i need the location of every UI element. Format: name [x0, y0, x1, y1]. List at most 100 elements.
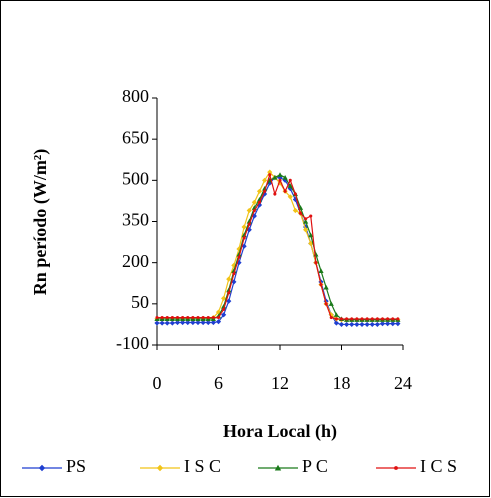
y-axis-label: Rn período (W/m²): [30, 149, 51, 295]
point: [164, 320, 170, 326]
legend-label: I C S: [420, 456, 457, 476]
point: [344, 321, 350, 328]
legend-marker: [394, 466, 398, 470]
point: [247, 222, 251, 226]
y-tick-label: 500: [122, 168, 149, 188]
y-tick-label: 650: [122, 127, 149, 147]
point: [196, 315, 200, 320]
point: [206, 315, 210, 320]
point: [268, 173, 272, 177]
point: [277, 172, 283, 177]
point: [354, 321, 360, 328]
x-tick-label: 18: [333, 373, 351, 393]
point: [237, 255, 241, 259]
point: [263, 189, 267, 193]
point: [298, 211, 303, 215]
point: [201, 315, 205, 320]
x-tick-label: 24: [394, 373, 412, 393]
point: [309, 214, 313, 218]
point: [375, 317, 379, 321]
legend-marker: [274, 464, 282, 471]
point: [232, 272, 236, 276]
point: [236, 251, 242, 257]
point: [293, 192, 297, 196]
point: [241, 224, 247, 230]
x-tick-label: 6: [214, 373, 223, 393]
point: [226, 276, 232, 282]
point: [386, 317, 390, 321]
point: [395, 320, 401, 327]
point: [169, 320, 175, 326]
point: [349, 321, 355, 328]
point: [314, 261, 318, 265]
point: [222, 307, 226, 311]
point: [360, 317, 364, 321]
point: [369, 321, 375, 328]
point: [391, 317, 395, 321]
y-tick-label: -100: [116, 333, 149, 353]
point: [180, 319, 186, 326]
point: [374, 321, 380, 328]
point: [216, 315, 221, 320]
point: [221, 312, 227, 318]
point: [215, 319, 222, 325]
point: [221, 303, 227, 309]
point: [350, 317, 354, 321]
point: [155, 315, 159, 320]
point: [175, 315, 180, 320]
y-tick-label: 800: [122, 86, 149, 106]
point: [345, 317, 349, 321]
point: [365, 317, 369, 321]
point: [200, 319, 206, 326]
x-axis-label: Hora Local (h): [223, 421, 337, 442]
point: [165, 315, 169, 320]
point: [359, 321, 365, 328]
point: [186, 315, 190, 320]
point: [288, 178, 292, 182]
point: [287, 194, 293, 200]
legend-label: I S C: [184, 456, 221, 476]
point: [364, 321, 370, 328]
point: [272, 174, 278, 180]
point: [211, 315, 215, 320]
point: [252, 208, 256, 213]
point: [262, 177, 268, 183]
y-tick-label: 200: [122, 251, 149, 271]
point: [210, 319, 216, 326]
point: [396, 317, 400, 321]
point: [282, 174, 288, 180]
point: [251, 199, 257, 205]
legend-marker: [38, 464, 46, 472]
point: [338, 321, 345, 328]
point: [191, 315, 195, 320]
point: [324, 302, 328, 306]
point: [379, 320, 386, 327]
point: [154, 320, 160, 326]
point: [174, 319, 181, 326]
point: [231, 279, 237, 285]
point: [385, 320, 391, 327]
point: [370, 317, 374, 321]
point: [231, 268, 237, 273]
point: [333, 312, 339, 317]
point: [231, 262, 237, 269]
point: [195, 319, 201, 326]
point: [262, 185, 268, 191]
point: [292, 207, 298, 214]
point: [390, 320, 396, 327]
point: [226, 298, 232, 304]
point: [308, 232, 314, 238]
point: [226, 287, 232, 293]
legend-label: P C: [302, 456, 328, 476]
point: [278, 178, 282, 182]
point: [246, 207, 252, 214]
point: [227, 291, 231, 295]
point: [170, 315, 174, 320]
point: [318, 268, 324, 273]
point: [323, 284, 329, 290]
point: [160, 315, 164, 320]
point: [205, 319, 211, 326]
point: [380, 317, 385, 321]
point: [159, 320, 165, 326]
point: [267, 169, 273, 175]
